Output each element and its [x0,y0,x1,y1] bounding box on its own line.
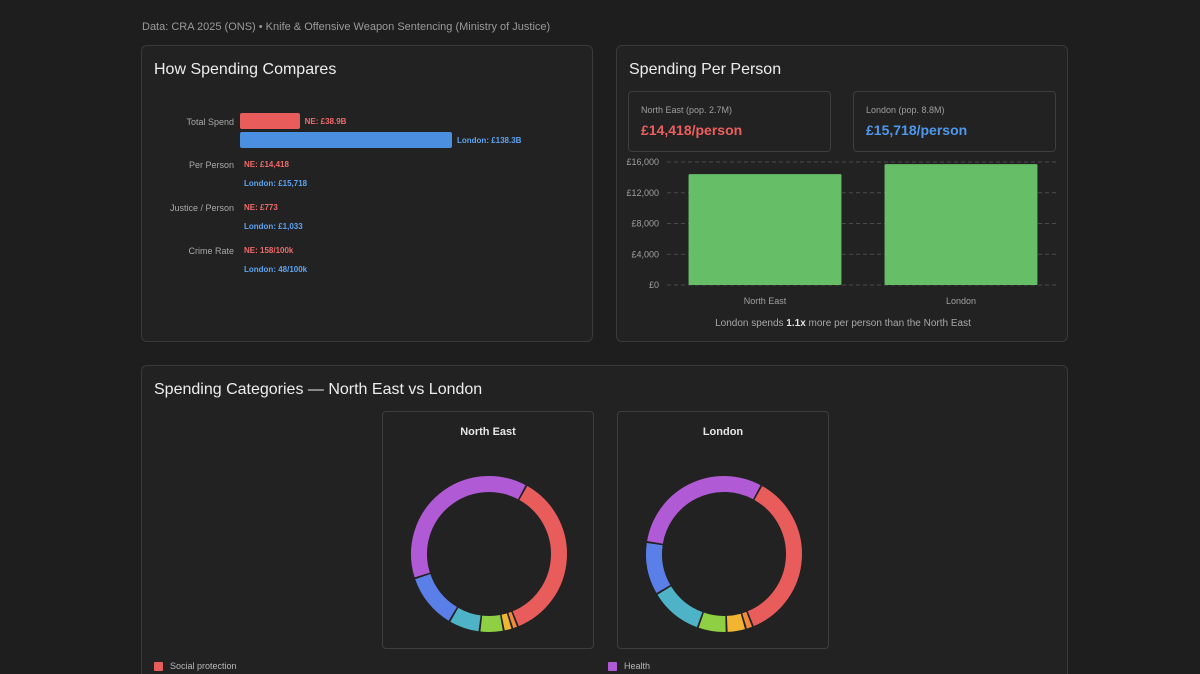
north-east-donut-card: North East [382,411,594,649]
london-donut-card: London [617,411,829,649]
x-tick-label: London [946,296,976,306]
north-east-stat-card: North East (pop. 2.7M) £14,418/person [628,91,831,152]
y-tick-label: £16,000 [626,157,659,167]
donut-segment [411,476,526,578]
london-donut-title: London [702,426,744,438]
per-person-london-value: London: £15,718 [244,179,308,188]
legend-health: Health [608,661,650,671]
note-suffix: more per person than the North East [805,318,971,329]
north-east-stat-label: North East (pop. 2.7M) [641,105,733,115]
donut-segment [647,476,761,544]
note-prefix: London spends [715,318,787,329]
row-label-total-spend: Total Spend [186,117,234,127]
per-person-title: Spending Per Person [629,61,782,78]
row-label-per-person: Per Person [188,160,234,170]
donut-segment [657,586,703,628]
donut-segment [646,542,671,594]
bar-london [884,164,1038,285]
donut-segment [742,611,752,629]
data-source-note: Data: CRA 2025 (ONS) • Knife & Offensive… [142,21,551,33]
donut-segment [508,611,517,629]
total-spend-london-bar [240,132,452,148]
compare-title: How Spending Compares [154,61,337,78]
bar-north-east [688,174,842,285]
legend-social-protection: Social protection [154,661,237,671]
london-stat-value: £15,718/person [866,122,968,138]
london-stat-label: London (pop. 8.8M) [866,105,945,115]
spending-categories-panel: Spending Categories — North East vs Lond… [141,365,1068,674]
north-east-donut-chart [411,476,567,632]
legend-label-social-protection: Social protection [170,661,237,671]
donut-segment [698,612,726,632]
donut-segment [480,614,503,632]
categories-title: Spending Categories — North East vs Lond… [154,381,483,398]
y-tick-label: £12,000 [626,188,659,198]
y-tick-label: £0 [649,280,659,290]
north-east-stat-value: £14,418/person [641,122,743,138]
total-spend-ne-value: NE: £38.9B [304,117,347,126]
crime-rate-ne-value: NE: 158/100k [244,246,294,255]
donut-segment [501,613,512,631]
comparison-note: London spends 1.1x more per person than … [617,318,1069,329]
legend-swatch-health [608,661,617,671]
spending-per-person-panel: Spending Per Person North East (pop. 2.7… [616,45,1068,342]
legend-swatch-social-protection [154,661,163,671]
north-east-donut-title: North East [460,426,516,438]
row-label-crime-rate: Crime Rate [188,246,234,256]
donut-segment [512,486,567,627]
crime-rate-london-value: London: 48/100k [244,265,308,274]
london-donut-chart [646,476,802,632]
donut-segment [747,486,802,627]
legend-label-health: Health [624,661,651,671]
row-label-justice-per-person: Justice / Person [169,203,234,213]
total-spend-ne-bar [240,113,300,129]
y-tick-label: £8,000 [631,219,659,229]
justice-london-value: London: £1,033 [244,222,303,231]
justice-ne-value: NE: £773 [244,203,278,212]
donut-segment [415,573,458,621]
donut-segment [726,613,746,632]
y-tick-label: £4,000 [631,249,659,259]
spending-compare-panel: How Spending Compares Total Spend NE: £3… [141,45,593,342]
x-tick-label: North East [744,296,787,306]
total-spend-london-value: London: £138.3B [457,136,522,145]
per-person-bar-chart: £0 £4,000 £8,000 £12,000 £16,000 North East Lo… [626,157,1059,306]
note-multiplier: 1.1x [786,318,806,329]
london-stat-card: London (pop. 8.8M) £15,718/person [853,91,1056,152]
donut-segment [450,607,481,632]
per-person-ne-value: NE: £14,418 [244,160,289,169]
